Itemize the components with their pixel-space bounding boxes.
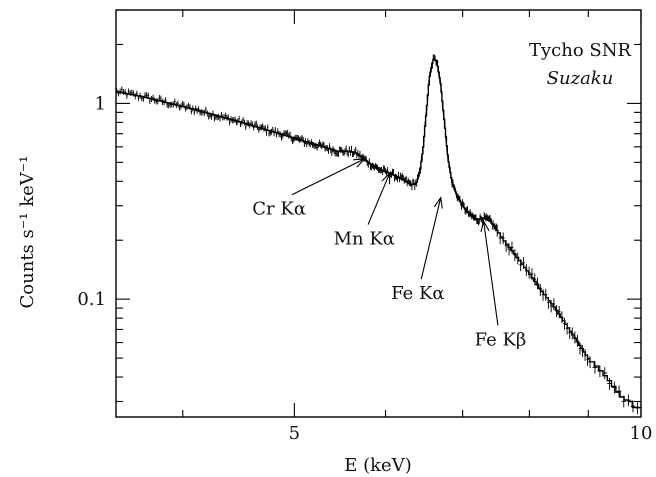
model-curve (116, 58, 641, 409)
axis-ticks (116, 9, 642, 417)
annotation-label: Cr Kα (252, 199, 306, 220)
x-tick-label: 5 (289, 423, 300, 444)
annotation-arrow (480, 219, 499, 326)
annotation-label: Fe Kβ (475, 329, 527, 350)
corner-label-object: Tycho SNR (529, 40, 631, 61)
y-tick-label: 1 (95, 93, 106, 114)
plot-frame (115, 9, 642, 418)
x-axis-title: E (keV) (344, 455, 411, 476)
y-tick-label: 0.1 (77, 289, 106, 310)
x-tick-label: 10 (630, 423, 653, 444)
annotation-arrow (367, 171, 391, 225)
line-annotations: Cr Kα Mn Kα Fe Kα Fe Kβ (252, 158, 527, 350)
corner-label-mission: Suzaku (547, 68, 614, 89)
annotation-arrow (291, 158, 366, 196)
y-axis-title: Counts s⁻¹ keV⁻¹ (17, 156, 38, 309)
axis-tick-labels: 5 10 0.1 1 (77, 93, 652, 444)
annotation-label: Fe Kα (391, 283, 444, 304)
annotation-arrow (420, 196, 443, 280)
annotation-label: Mn Kα (334, 229, 395, 250)
